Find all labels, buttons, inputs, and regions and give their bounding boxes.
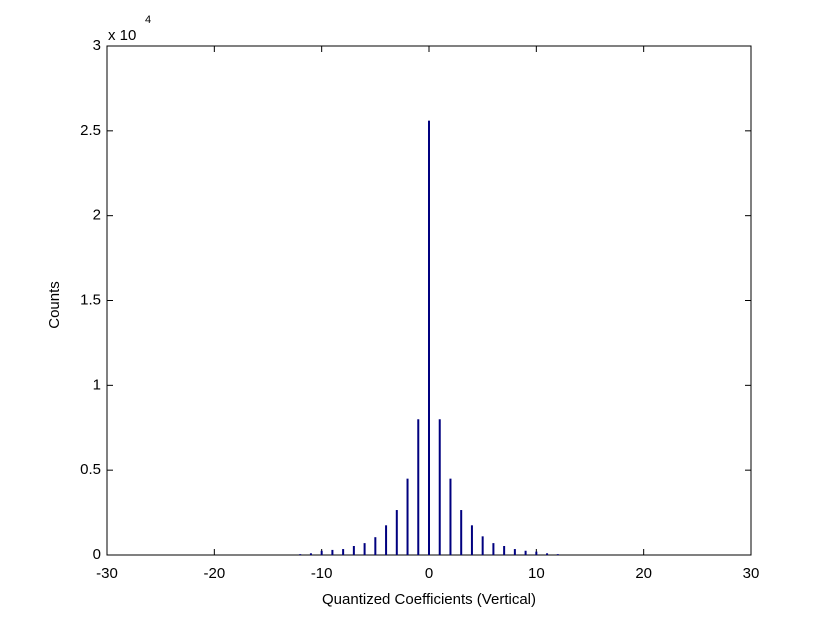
x-tick-label: -30	[96, 565, 118, 582]
x-axis-label: Quantized Coefficients (Vertical)	[322, 591, 536, 608]
bar	[460, 510, 463, 555]
y-tick-label: 0	[93, 546, 101, 563]
bar	[428, 120, 430, 556]
bar	[342, 549, 345, 555]
x-tick-label: 0	[425, 565, 433, 582]
x-tick-label: -10	[311, 565, 333, 582]
bar	[503, 546, 506, 555]
y-exponent-base: x 10	[108, 27, 136, 44]
bar	[556, 554, 559, 555]
y-exponent: 4	[145, 14, 151, 26]
bar	[331, 549, 334, 555]
bar	[481, 536, 484, 555]
bar	[492, 543, 495, 555]
bar	[385, 525, 388, 555]
bar	[363, 543, 366, 555]
bar	[513, 549, 516, 555]
y-tick-label: 1.5	[80, 291, 101, 308]
bar	[417, 419, 420, 555]
bar	[299, 554, 302, 555]
bar	[438, 419, 441, 555]
x-tick-label: 30	[743, 565, 760, 582]
bar	[406, 478, 409, 555]
bar	[535, 551, 538, 555]
x-tick-label: 20	[635, 565, 652, 582]
x-tick-label: 10	[528, 565, 545, 582]
bar	[352, 546, 355, 555]
bar	[524, 550, 527, 555]
x-tick-label: -20	[203, 565, 225, 582]
y-tick-label: 3	[93, 37, 101, 54]
y-tick-label: 2	[93, 207, 101, 224]
bar	[374, 537, 377, 555]
y-tick-label: 2.5	[80, 122, 101, 139]
y-tick-label: 0.5	[80, 461, 101, 478]
bar	[470, 525, 473, 555]
y-axis-label: Counts	[46, 281, 63, 329]
bar	[449, 478, 452, 555]
y-tick-label: 1	[93, 376, 101, 393]
bar	[320, 550, 323, 555]
bar	[309, 553, 312, 555]
bar	[395, 510, 398, 555]
bar	[546, 553, 549, 555]
